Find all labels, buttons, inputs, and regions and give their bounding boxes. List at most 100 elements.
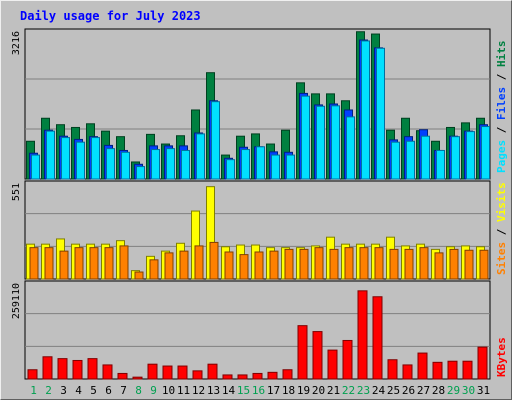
ymax-label-visits: 551	[11, 183, 22, 201]
pages-bar	[31, 154, 40, 180]
pages-bar	[76, 141, 85, 180]
day-label: 16	[252, 384, 265, 397]
sites-bar	[44, 247, 54, 280]
sites-bar	[239, 254, 249, 280]
legend-group-3: KBytes	[495, 337, 508, 377]
pages-bar	[61, 137, 70, 180]
kbytes-bar	[372, 296, 383, 380]
kbytes-bar	[222, 374, 233, 380]
pages-bar	[436, 149, 445, 180]
sites-bar	[224, 251, 234, 280]
kbytes-bar	[177, 365, 188, 380]
sites-bar	[479, 249, 489, 280]
day-label: 15	[237, 384, 250, 397]
day-label: 25	[387, 384, 400, 397]
pages-bar	[376, 47, 385, 180]
day-label: 1	[30, 384, 37, 397]
pages-bar	[331, 105, 340, 180]
kbytes-bar	[297, 325, 308, 380]
legend-sep-3: /	[495, 228, 508, 235]
ymax-label-kbytes: 259110	[11, 283, 22, 319]
day-label: 9	[150, 384, 157, 397]
kbytes-bar	[57, 358, 68, 380]
kbytes-bar	[42, 356, 53, 380]
sites-bar	[254, 251, 264, 280]
chart-title: Daily usage for July 2023	[20, 9, 201, 23]
sites-bar	[179, 250, 189, 280]
day-label: 27	[417, 384, 430, 397]
sites-bar	[89, 247, 99, 280]
legend-files: Files	[495, 87, 508, 120]
sites-bar	[374, 247, 384, 280]
day-label: 24	[372, 384, 386, 397]
kbytes-bar	[327, 349, 338, 380]
kbytes-bar	[282, 369, 293, 380]
day-label: 2	[45, 384, 52, 397]
sites-bar	[329, 248, 339, 280]
day-label: 3	[60, 384, 67, 397]
day-label: 28	[432, 384, 445, 397]
sites-bar	[464, 249, 474, 280]
kbytes-bar	[312, 331, 323, 380]
legend-sites: Sites	[495, 242, 508, 275]
plot-area	[24, 280, 491, 380]
sites-bar	[434, 252, 444, 280]
kbytes-bar	[402, 364, 413, 380]
pages-bar	[256, 146, 265, 180]
pages-bar	[391, 141, 400, 180]
kbytes-bar	[27, 369, 38, 380]
day-label: 21	[327, 384, 340, 397]
day-label: 18	[282, 384, 295, 397]
sites-bar	[314, 247, 324, 280]
sites-bar	[149, 259, 159, 280]
pages-bar	[226, 159, 235, 180]
sites-bar	[104, 247, 114, 280]
sites-bar	[389, 248, 399, 280]
sites-bar	[299, 248, 309, 280]
sites-bar	[419, 247, 429, 280]
kbytes-bar	[237, 374, 248, 380]
kbytes-bar	[387, 359, 398, 380]
sites-bar	[119, 245, 129, 280]
day-label: 17	[267, 384, 280, 397]
legend-sep-2: /	[495, 73, 508, 80]
sites-bar	[284, 248, 294, 280]
day-label: 19	[297, 384, 310, 397]
sites-bar	[449, 248, 459, 280]
pages-bar	[451, 136, 460, 180]
pages-bar	[301, 95, 310, 180]
legend-pages: Pages	[495, 140, 508, 173]
sites-bar	[59, 250, 69, 280]
day-label: 10	[162, 384, 175, 397]
pages-bar	[316, 105, 325, 180]
kbytes-bar	[117, 372, 128, 380]
pages-bar	[121, 151, 130, 180]
day-label: 23	[357, 384, 370, 397]
pages-bar	[151, 149, 160, 180]
legend-hits: Hits	[495, 41, 508, 68]
kbytes-bar	[432, 361, 443, 380]
pages-bar	[166, 148, 175, 180]
kbytes-bar	[162, 365, 173, 380]
legend-kbytes: KBytes	[495, 337, 508, 377]
hits-files-pages-panel: 3216	[11, 28, 491, 180]
kbytes-bar	[357, 290, 368, 380]
pages-bar	[481, 126, 490, 180]
day-label: 20	[312, 384, 325, 397]
kbytes-bar	[72, 359, 83, 380]
kbytes-bar	[267, 371, 278, 380]
pages-bar	[421, 135, 430, 180]
kbytes-bar	[252, 372, 263, 380]
kbytes-bar	[477, 346, 488, 380]
kbytes-bar	[462, 360, 473, 380]
day-label: 12	[192, 384, 205, 397]
legend-group-1: Pages / Files / Hits	[495, 41, 508, 174]
sites-bar	[344, 247, 354, 280]
pages-bar	[286, 154, 295, 180]
pages-bar	[346, 116, 355, 180]
sites-bar	[74, 247, 84, 280]
day-label: 8	[135, 384, 142, 397]
day-label: 7	[120, 384, 127, 397]
